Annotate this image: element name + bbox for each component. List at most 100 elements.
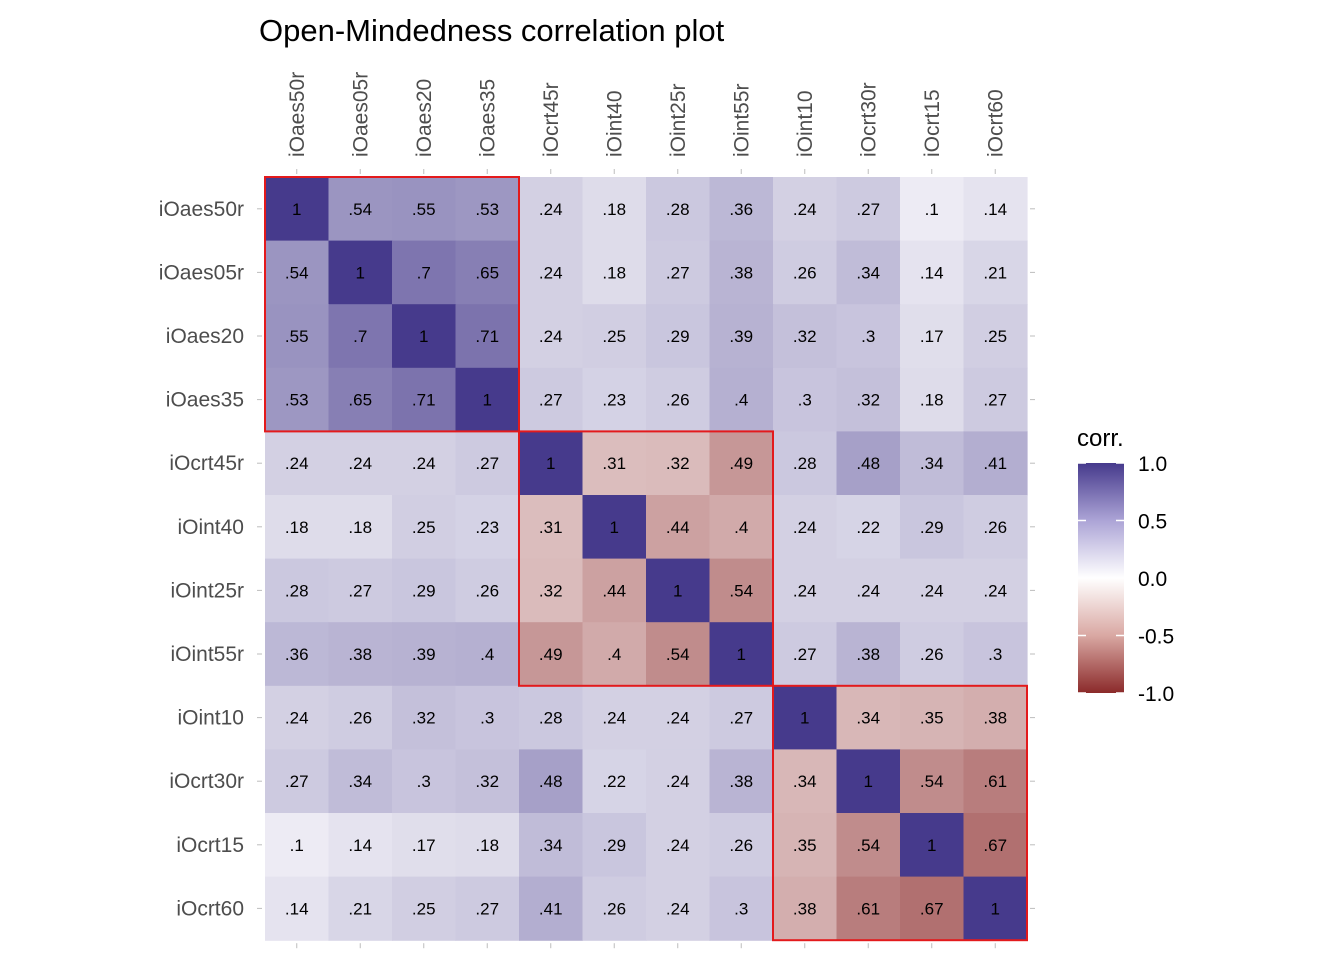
cell-value-label: 1 — [991, 899, 1000, 918]
cell-value-label: .3 — [798, 391, 812, 410]
cell-value-label: 1 — [546, 454, 555, 473]
heatmap-cell — [709, 431, 774, 496]
heatmap-cell — [582, 240, 647, 305]
cell-value-label: .39 — [729, 327, 753, 346]
heatmap-cell — [900, 876, 965, 941]
cell-value-label: .24 — [602, 709, 626, 728]
cell-value-label: .25 — [412, 518, 436, 537]
cell-value-label: .27 — [983, 391, 1007, 410]
heatmap-cell — [582, 813, 647, 878]
heatmap-cell — [709, 367, 774, 432]
cell-value-label: .55 — [285, 327, 309, 346]
heatmap-cell — [900, 304, 965, 369]
heatmap-cell — [963, 685, 1028, 750]
cell-value-label: .1 — [290, 836, 304, 855]
cell-value-label: .27 — [729, 709, 753, 728]
cluster-box — [518, 430, 774, 687]
heatmap-cell — [773, 876, 838, 941]
cell-value-label: 1 — [610, 518, 619, 537]
heatmap-cell — [455, 749, 520, 814]
cell-value-label: .7 — [417, 263, 431, 282]
heatmap-cell — [582, 304, 647, 369]
cell-value-label: .24 — [539, 327, 563, 346]
cell-value-label: .4 — [734, 518, 748, 537]
heatmap-cell-labels: 1 .54 .55 .53 .24 .18 .28 .36 .24 .27 .1 .14 .54 1 .7.… — [285, 200, 1007, 919]
cell-value-label: .7 — [353, 327, 367, 346]
legend-tick-label: -0.5 — [1138, 626, 1174, 649]
cell-value-label: .28 — [666, 200, 690, 219]
cell-value-label: .18 — [285, 518, 309, 537]
cell-value-label: .41 — [983, 454, 1007, 473]
cell-value-label: .27 — [475, 454, 499, 473]
x-tick-label: iOcrt30r — [857, 82, 880, 157]
legend-tick-label: 0.0 — [1138, 568, 1167, 591]
heatmap-cell — [328, 622, 393, 687]
heatmap-cell — [455, 304, 520, 369]
cell-value-label: 1 — [864, 772, 873, 791]
cluster-boxes — [264, 176, 1028, 942]
heatmap-cell — [265, 749, 330, 814]
cell-value-label: .54 — [856, 836, 880, 855]
heatmap-cell — [963, 622, 1028, 687]
cell-value-label: .54 — [285, 263, 309, 282]
heatmap-cell — [773, 558, 838, 623]
heatmap-cell — [900, 367, 965, 432]
heatmap-cell — [709, 177, 774, 242]
cell-value-label: .3 — [988, 645, 1002, 664]
y-tick-label: iOcrt60 — [176, 897, 244, 920]
heatmap-cell — [455, 495, 520, 560]
heatmap-cell — [836, 749, 901, 814]
cell-value-label: .27 — [856, 200, 880, 219]
heatmap-cell — [392, 240, 457, 305]
cell-value-label: .26 — [729, 836, 753, 855]
cell-value-label: .65 — [348, 391, 372, 410]
heatmap-cell — [265, 876, 330, 941]
heatmap-cell — [709, 304, 774, 369]
cell-value-label: .24 — [793, 581, 817, 600]
heatmap-cell — [519, 685, 584, 750]
heatmap-cell — [392, 177, 457, 242]
cell-value-label: .38 — [729, 772, 753, 791]
cell-value-label: .53 — [285, 391, 309, 410]
heatmap-cell — [392, 749, 457, 814]
cell-value-label: .32 — [475, 772, 499, 791]
cell-value-label: .24 — [666, 899, 690, 918]
heatmap-cell — [328, 813, 393, 878]
heatmap-cell — [646, 685, 711, 750]
cell-value-label: .34 — [793, 772, 817, 791]
cell-value-label: .71 — [475, 327, 499, 346]
heatmap-cell — [646, 431, 711, 496]
heatmap-cell — [519, 304, 584, 369]
cell-value-label: .28 — [285, 581, 309, 600]
cell-value-label: 1 — [737, 645, 746, 664]
x-tick-label: iOaes35 — [476, 79, 499, 157]
cell-value-label: .23 — [602, 391, 626, 410]
color-legend: corr. 1.0 0.5 0.0 -0.5 -1.0 — [1077, 425, 1174, 706]
y-tick-label: iOint55r — [170, 643, 244, 666]
cell-value-label: .34 — [348, 772, 372, 791]
y-tick-label: iOaes05r — [159, 261, 244, 284]
cell-value-label: .65 — [475, 263, 499, 282]
heatmap-cell — [392, 813, 457, 878]
cell-value-label: .54 — [666, 645, 690, 664]
cell-value-label: .24 — [285, 454, 309, 473]
cell-value-label: .48 — [539, 772, 563, 791]
cell-value-label: .61 — [856, 899, 880, 918]
heatmap-cell — [963, 813, 1028, 878]
cell-value-label: 1 — [419, 327, 428, 346]
cell-value-label: .48 — [856, 454, 880, 473]
heatmap-cell — [328, 876, 393, 941]
cell-value-label: .29 — [602, 836, 626, 855]
cell-value-label: .18 — [920, 391, 944, 410]
cell-value-label: .18 — [602, 263, 626, 282]
cell-value-label: .18 — [348, 518, 372, 537]
heatmap-cell — [646, 876, 711, 941]
heatmap-cell — [836, 685, 901, 750]
cell-value-label: .27 — [539, 391, 563, 410]
y-tick-label: iOint10 — [177, 707, 244, 730]
heatmap-cell — [773, 304, 838, 369]
cell-value-label: .14 — [285, 899, 309, 918]
cell-value-label: .21 — [983, 263, 1007, 282]
heatmap-cell — [265, 431, 330, 496]
y-tick-label: iOaes20 — [166, 325, 244, 348]
